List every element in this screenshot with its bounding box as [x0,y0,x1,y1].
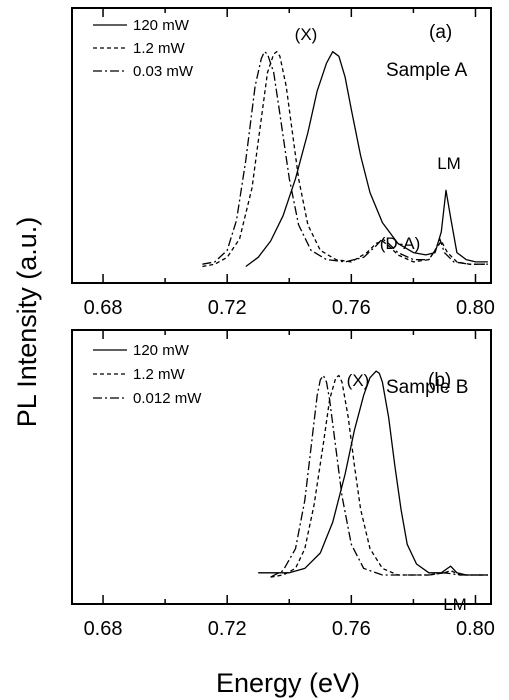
x-tick-label: 0.68 [84,297,123,319]
legend-label: 1.2 mW [133,366,186,383]
x-tick-label: 0.76 [332,618,371,640]
x-axis-title: Energy (eV) [216,668,360,698]
plot-frame [71,7,492,284]
series-line-solid [258,370,488,576]
plot-frame [71,329,492,605]
panel-label: (b) [428,370,451,391]
annotation-label: LM [443,595,467,614]
x-tick-label: 0.68 [84,618,123,640]
legend-label: 0.012 mW [133,390,202,407]
sample-label: Sample B [386,377,468,398]
x-tick-label: 0.80 [456,618,495,640]
x-tick-label: 0.76 [332,297,371,319]
legend-label: 1.2 mW [133,40,186,57]
annotation-label: (X) [295,25,318,44]
series-line-solid [245,51,488,268]
legend-label: 0.03 mW [133,63,194,80]
panel-label: (a) [429,22,452,43]
series-line-dashed [270,374,488,578]
panel-a: 0.68 0.72 0.76 0.80 120 mW 1.2 mW 0.03 mW (X) (D… [71,7,495,319]
sample-label: Sample A [386,60,468,81]
panel-b: 0.68 0.72 0.76 0.80 120 mW 1.2 mW 0.012 mW (X) L… [71,329,495,640]
annotation-label: LM [437,154,461,173]
legend-label: 120 mW [133,17,190,34]
x-tick-label: 0.72 [208,618,247,640]
legend-label: 120 mW [133,342,190,359]
series-line-dashdot [202,51,488,265]
annotation-label: (X) [347,371,370,390]
series-line-dashdot [270,374,488,578]
x-tick-label: 0.72 [208,297,247,319]
x-tick-label: 0.80 [456,297,495,319]
y-axis-title: PL Intensity (a.u.) [12,217,42,428]
annotation-label: (D-A) [380,234,421,253]
